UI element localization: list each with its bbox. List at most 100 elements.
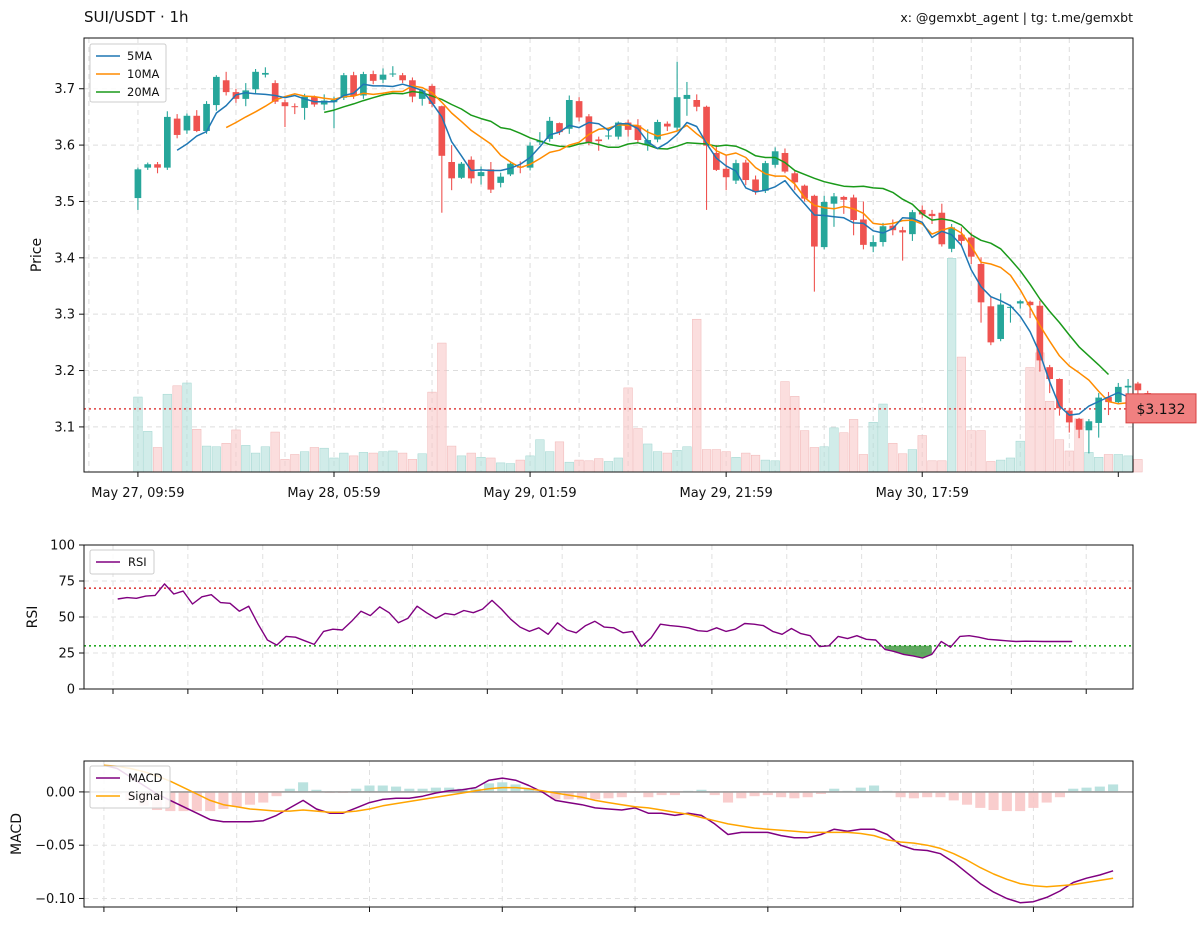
volume-bar — [300, 451, 310, 473]
macd-histogram-bar — [616, 791, 627, 798]
volume-bar — [741, 452, 751, 473]
candle-body — [546, 120, 554, 139]
price-xtick-label: May 30, 17:59 — [876, 486, 969, 501]
macd-histogram-bar — [377, 785, 388, 792]
rsi-legend-box — [89, 549, 155, 575]
volume-bar — [711, 449, 721, 473]
macd-histogram-bar — [523, 788, 534, 792]
price-xtick-label: May 27, 09:59 — [91, 486, 184, 501]
volume-bar — [152, 447, 163, 473]
macd-histogram-bar — [191, 791, 202, 812]
volume-bar — [1123, 455, 1133, 473]
volume-bar — [496, 462, 506, 473]
volume-bar — [800, 430, 810, 473]
candle-body — [595, 139, 603, 142]
candle-body — [222, 80, 230, 93]
macd-histogram-bar — [722, 791, 734, 803]
volume-bar — [339, 452, 349, 473]
candle-body — [487, 169, 495, 190]
price-ytick-label: 3.3 — [54, 308, 75, 323]
macd-histogram-bar — [1028, 791, 1039, 808]
candle-body — [144, 164, 152, 168]
price-xtick-label: May 28, 05:59 — [287, 486, 380, 501]
candle-body — [350, 75, 357, 96]
volume-bar — [407, 459, 417, 473]
signal-line — [103, 764, 1114, 888]
volume-bar — [358, 452, 368, 473]
candle-body — [1075, 419, 1083, 430]
macd-histogram-bar — [444, 787, 455, 792]
candle-body — [820, 202, 828, 248]
last-price-label: $3.132 — [1137, 402, 1186, 418]
macd-histogram-bar — [696, 789, 707, 792]
volume-bar — [143, 431, 153, 473]
volume-bar — [1015, 440, 1025, 473]
candle-body — [1016, 301, 1024, 304]
candle-body — [1056, 379, 1063, 409]
candle-body — [624, 122, 632, 130]
candle-body — [605, 135, 612, 137]
candle-body — [879, 226, 887, 243]
candle-body — [163, 116, 171, 168]
chart-title: SUI/USDT · 1h — [84, 8, 189, 26]
social-credit: x: @gemxbt_agent | tg: t.me/gemxbt — [900, 10, 1133, 25]
candle-body — [477, 172, 485, 177]
volume-bar — [1005, 457, 1016, 473]
candle-body — [673, 97, 681, 128]
volume-bar — [898, 453, 908, 473]
price-xtick-label: May 29, 01:59 — [483, 486, 576, 501]
candle-body — [1134, 383, 1142, 391]
price-legend-box — [89, 43, 167, 103]
volume-bar — [398, 452, 408, 473]
candle-body — [565, 100, 573, 129]
candle-body — [418, 90, 426, 99]
macd-histogram-bar — [815, 791, 827, 795]
candle-body — [291, 106, 299, 108]
candle-body — [928, 213, 936, 217]
volume-bar — [417, 453, 427, 473]
candle-body — [860, 219, 867, 245]
volume-bar — [633, 428, 643, 473]
price-ytick-label: 3.7 — [54, 82, 75, 97]
volume-bar — [241, 445, 251, 473]
volume-bar — [192, 429, 202, 473]
volume-bar — [554, 441, 565, 473]
macd-histogram-bar — [643, 791, 654, 798]
candle-body — [252, 71, 259, 90]
volume-bar — [280, 459, 290, 473]
volume-bar — [1064, 450, 1074, 473]
macd-histogram-bar — [749, 791, 760, 797]
volume-bar — [1103, 454, 1114, 473]
volume-bar — [878, 403, 888, 473]
macd-histogram-bar — [178, 791, 189, 812]
price-ytick-label: 3.5 — [54, 195, 75, 210]
macd-ytick-label: −0.10 — [35, 892, 75, 907]
volume-bar — [731, 457, 741, 473]
macd-legend-box — [89, 765, 171, 809]
volume-bar — [162, 393, 172, 473]
candle-body — [1085, 421, 1093, 431]
volume-bar — [515, 459, 525, 473]
candle-body — [556, 123, 563, 133]
volume-bar — [545, 451, 555, 473]
candle-body — [830, 196, 838, 204]
candle-body — [134, 169, 142, 199]
price-legend: 5MA 10MA 20MA — [89, 43, 167, 103]
price-panel: 3.1 3.2 3.3 3.4 3.5 3.6 3.7 May 27, 09:59 May 28… — [29, 37, 1197, 501]
candle-body — [762, 163, 769, 191]
candle-body — [379, 74, 387, 80]
candle-body — [683, 94, 691, 99]
volume-bar — [251, 452, 261, 473]
candle-body — [1065, 410, 1073, 423]
rsi-line — [117, 583, 1073, 659]
volume-bar — [868, 421, 878, 473]
macd-axis-label: MACD — [9, 813, 25, 855]
macd-panel-frame — [83, 760, 1134, 908]
candle-body — [154, 164, 161, 168]
macd-line — [103, 764, 1114, 904]
candle-body — [703, 106, 710, 146]
macd-histogram-bar — [284, 788, 295, 792]
volume-bar — [858, 454, 868, 473]
